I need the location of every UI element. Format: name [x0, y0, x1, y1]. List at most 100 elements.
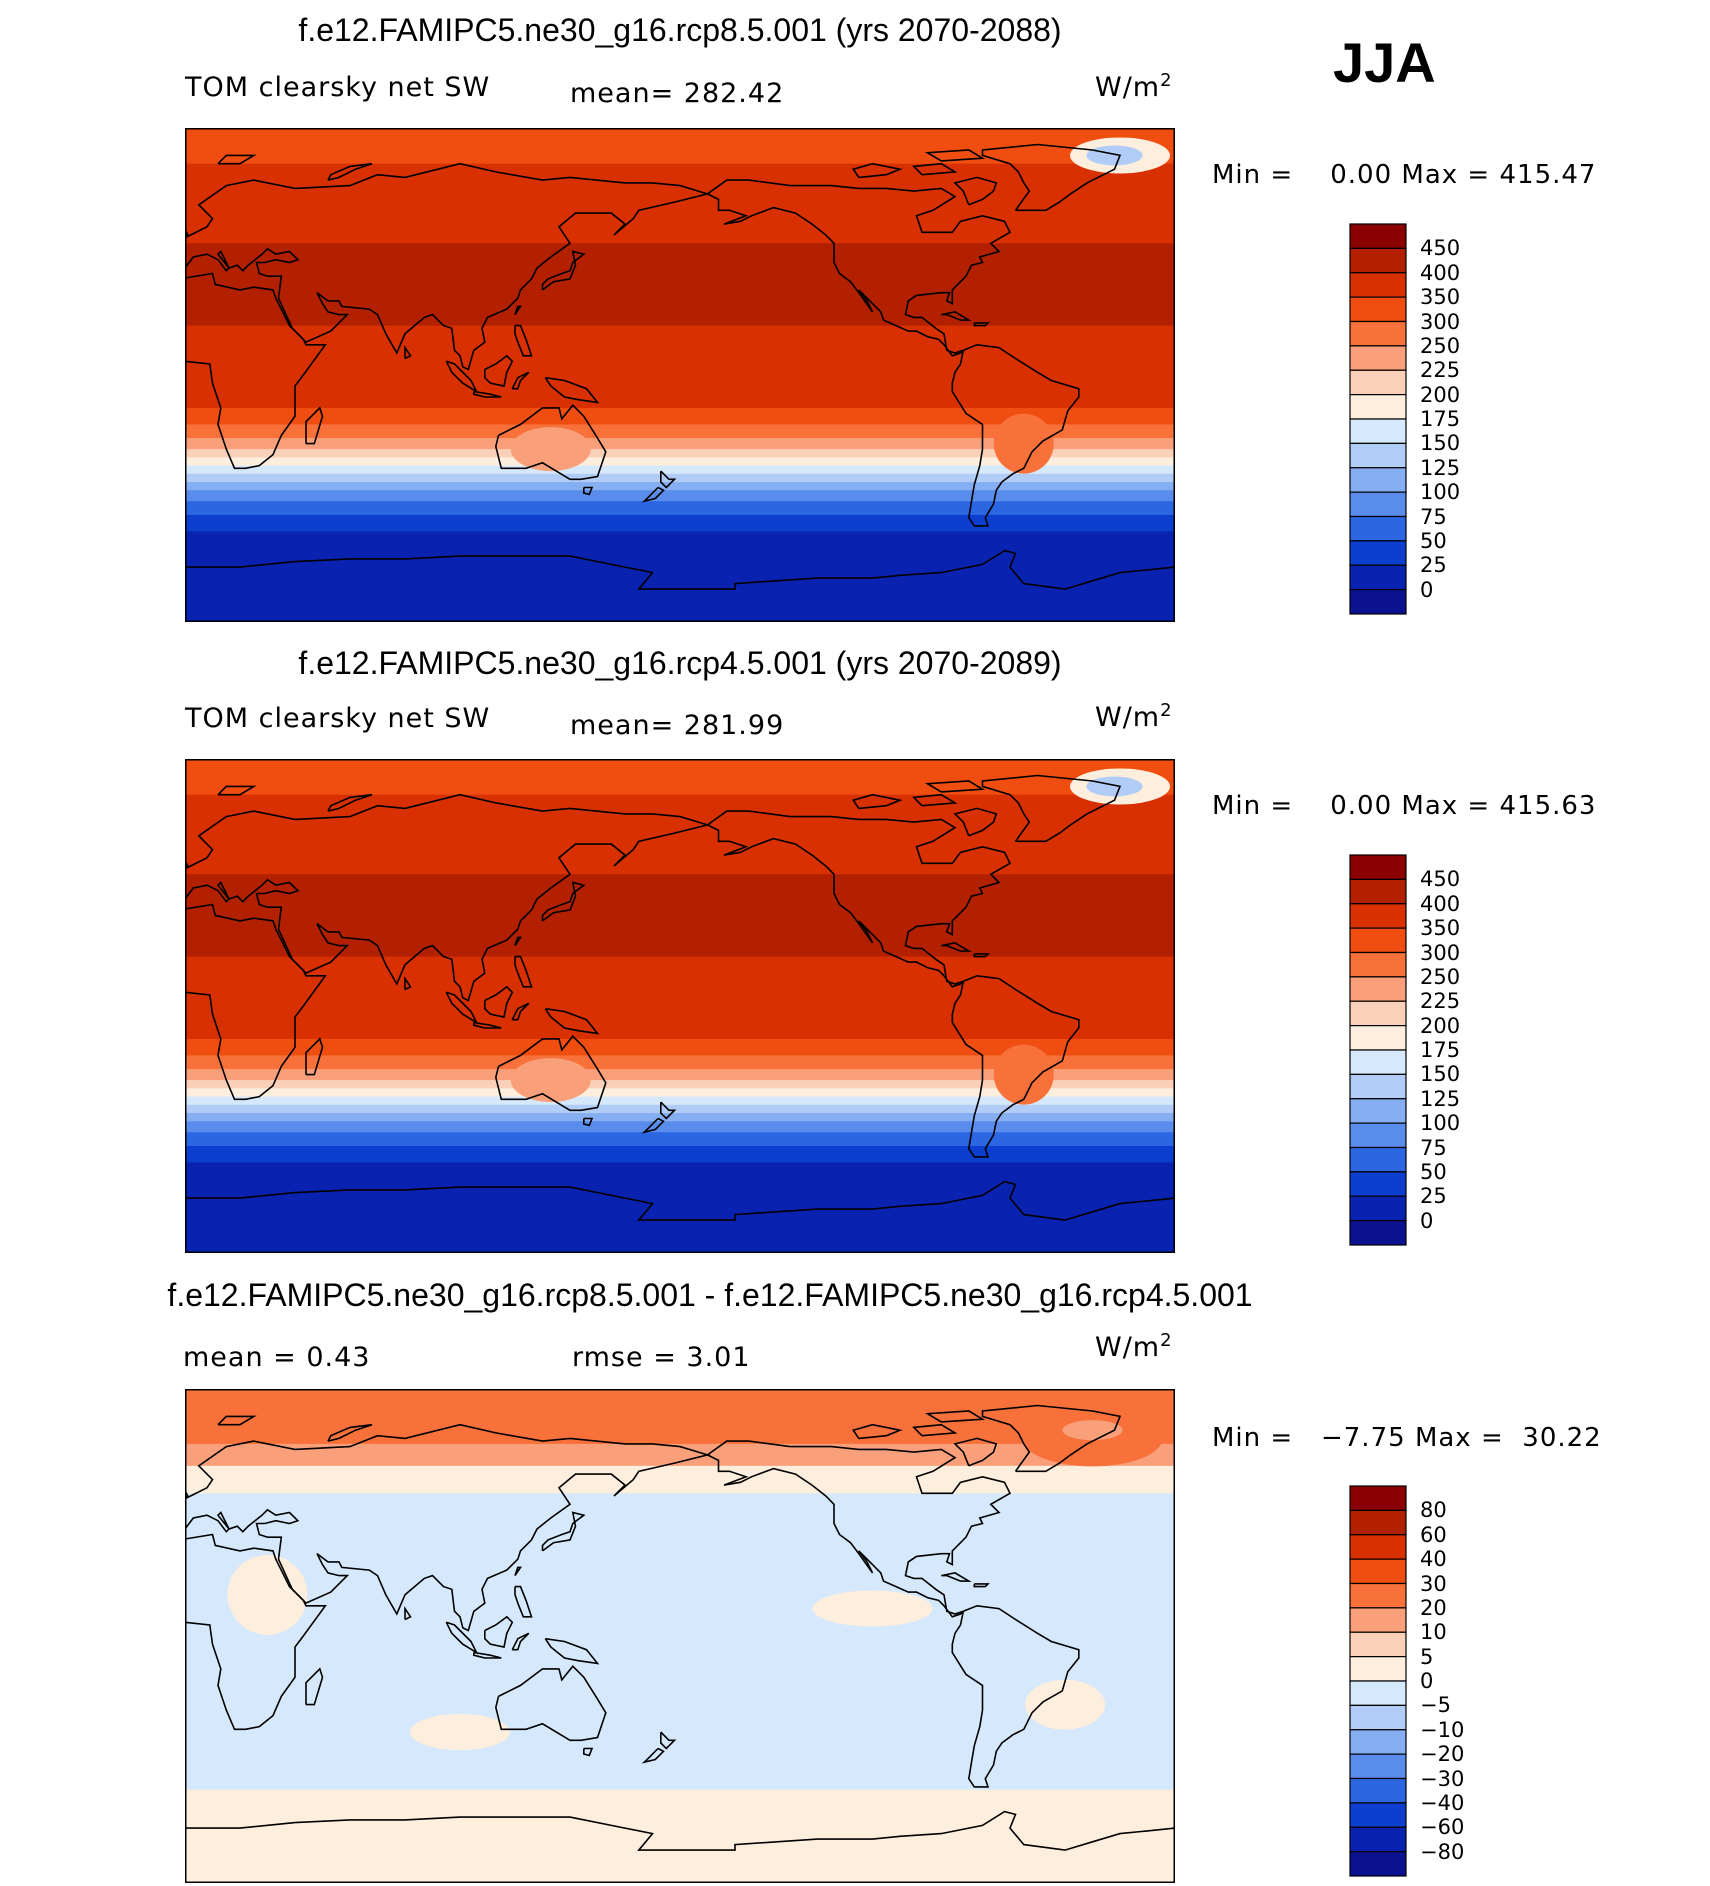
panel-1-units: W/m2: [1095, 70, 1173, 103]
coastline: [185, 228, 190, 237]
panel-2-minmax: Min = 0.00 Max = 415.63: [1212, 791, 1597, 821]
coastline: [185, 272, 327, 470]
colorbar-tick-label: 20: [1420, 1595, 1447, 1620]
coastline: [484, 354, 514, 387]
colorbar-swatch: [1349, 491, 1407, 518]
colorbar-swatch: [1349, 272, 1407, 298]
coastline: [305, 1667, 324, 1706]
greenland-field-core: [1086, 776, 1143, 797]
coastline: [511, 1002, 530, 1021]
colorbar-swatch: [1349, 1631, 1407, 1658]
panel-3-units: W/m2: [1095, 1330, 1173, 1363]
colorbar-swatch: [1349, 515, 1407, 542]
coastline: [583, 1117, 594, 1127]
coastline: [217, 785, 257, 796]
coastline: [185, 1423, 711, 1632]
coastline: [583, 486, 594, 496]
coastline: [852, 793, 903, 810]
coastline: [912, 162, 958, 176]
colorbar-swatch: [1349, 1826, 1407, 1853]
colorbar-swatch: [1349, 467, 1407, 493]
colorbar-tick-label: 0: [1420, 1669, 1434, 1693]
coastline: [981, 1404, 1122, 1473]
map-field-band: [185, 501, 1175, 516]
coastline: [217, 1415, 257, 1426]
colorbar-swatch: [1349, 1802, 1407, 1828]
coastline: [852, 1423, 903, 1440]
colorbar-tick-label: −40: [1420, 1790, 1465, 1815]
map-field-band: [185, 163, 1175, 217]
map-field-band: [185, 1162, 1175, 1253]
coastline: [912, 793, 958, 807]
panel-3-rmse: rmse = 3.01: [572, 1342, 751, 1373]
panel-2-mean: mean= 281.99: [570, 710, 785, 741]
coastline: [514, 324, 533, 357]
colorbar-swatch: [1349, 1509, 1407, 1536]
map-field-band: [185, 1088, 1175, 1098]
map-field-band: [185, 514, 1175, 532]
colorbar-tick-label: 450: [1420, 867, 1461, 892]
colorbar-tick-label: 25: [1420, 1184, 1447, 1209]
colorbar-tick-label: 50: [1420, 1159, 1447, 1184]
coastline: [973, 953, 990, 958]
coastline: [941, 311, 972, 321]
panel-1-mean: mean= 282.42: [570, 78, 785, 109]
colorbar-tick-label: 0: [1420, 1208, 1434, 1233]
colorbar-swatch: [1349, 1098, 1407, 1124]
map-field-band: [185, 1113, 1175, 1122]
coastline: [185, 793, 711, 1002]
colorbar-swatch: [1349, 1171, 1407, 1197]
colorbar-tick-label: 200: [1420, 382, 1461, 407]
coastline: [327, 793, 373, 812]
colorbar-swatch: [1349, 1485, 1407, 1511]
coastline: [951, 343, 1080, 527]
coastline: [514, 1585, 533, 1618]
map-field-band: [185, 1121, 1175, 1133]
coastline: [641, 1747, 665, 1764]
panel-3-map: [185, 1389, 1175, 1883]
map-field-band: [185, 759, 1175, 796]
coastline: [404, 975, 412, 991]
coastline: [494, 1035, 607, 1112]
coastline: [473, 1021, 502, 1029]
map-field-band: [185, 794, 1175, 848]
coastline: [185, 1810, 1175, 1851]
colorbar-tick-label: 250: [1420, 333, 1461, 358]
coastline: [494, 404, 607, 481]
colorbar-swatch: [1349, 1582, 1407, 1609]
coastline: [217, 154, 257, 165]
coastline: [541, 881, 586, 922]
coastline: [953, 807, 998, 837]
colorbar-tick-label: 5: [1420, 1644, 1434, 1669]
map-field-band: [185, 1145, 1175, 1163]
map-field-band: [185, 243, 1175, 327]
coastline: [514, 305, 522, 316]
coastline: [583, 1747, 594, 1757]
map-field-band: [185, 1493, 1175, 1791]
coastline: [924, 1410, 986, 1423]
colorbar-tick-label: −80: [1420, 1839, 1465, 1864]
colorbar-swatch: [1349, 320, 1407, 347]
map-field-band: [185, 531, 1175, 622]
coastline: [660, 1731, 677, 1750]
colorbar-tick-label: 350: [1420, 285, 1461, 310]
coastline: [924, 149, 986, 162]
africa-diff-field: [227, 1554, 308, 1635]
colorbar-swatch: [1349, 1656, 1407, 1682]
colorbar-tick-label: −20: [1420, 1742, 1465, 1767]
colorbar-tick-label: 40: [1420, 1547, 1447, 1572]
map-field-band: [185, 438, 1175, 450]
coastline: [660, 1101, 677, 1120]
map-field-band: [185, 449, 1175, 458]
panel-2-map: [185, 759, 1175, 1253]
colorbar-tick-label: 250: [1420, 964, 1461, 989]
colorbar-tick-label: 300: [1420, 309, 1461, 334]
colorbar-tick-label: 100: [1420, 1111, 1461, 1136]
map-field-band: [185, 457, 1175, 467]
coastline: [185, 162, 711, 371]
coastline: [404, 1605, 412, 1621]
map-field-band: [185, 1080, 1175, 1089]
coastline: [981, 143, 1122, 212]
coastline: [185, 903, 327, 1101]
coastline: [305, 1037, 324, 1076]
